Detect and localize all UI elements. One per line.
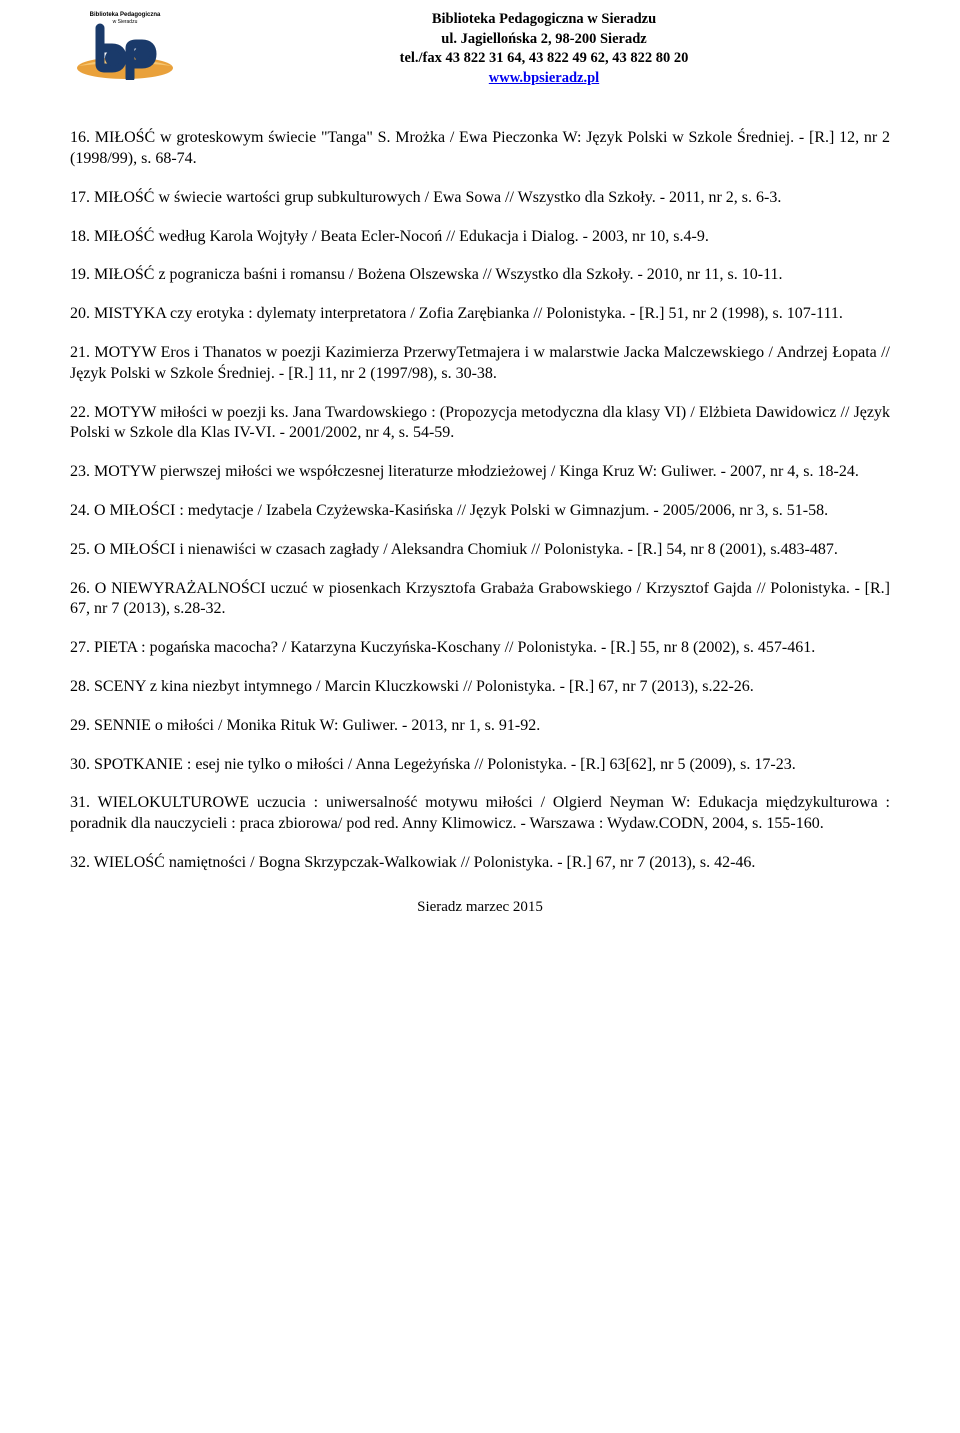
- bibliography-entry: 24. O MIŁOŚCI : medytacje / Izabela Czyż…: [70, 501, 890, 522]
- bibliography-entry: 28. SCENY z kina niezbyt intymnego / Mar…: [70, 677, 890, 698]
- svg-text:w Sieradzu: w Sieradzu: [113, 19, 138, 25]
- bibliography-entry: 22. MOTYW miłości w poezji ks. Jana Twar…: [70, 403, 890, 445]
- header-website-link[interactable]: www.bpsieradz.pl: [489, 70, 599, 86]
- bibliography-entry: 23. MOTYW pierwszej miłości we współczes…: [70, 462, 890, 483]
- bibliography-entry: 20. MISTYKA czy erotyka : dylematy inter…: [70, 304, 890, 325]
- bibliography-entry: 19. MIŁOŚĆ z pogranicza baśni i romansu …: [70, 265, 890, 286]
- header-phone: tel./fax 43 822 31 64, 43 822 49 62, 43 …: [198, 49, 890, 69]
- bibliography-entry: 27. PIETA : pogańska macocha? / Katarzyn…: [70, 638, 890, 659]
- document-footer: Sieradz marzec 2015: [70, 898, 890, 918]
- header-title: Biblioteka Pedagogiczna w Sieradzu: [198, 10, 890, 30]
- bibliography-entry: 32. WIELOŚĆ namiętności / Bogna Skrzypcz…: [70, 853, 890, 874]
- header-address: ul. Jagiellońska 2, 98-200 Sieradz: [198, 30, 890, 50]
- bibliography-entry: 16. MIŁOŚĆ w groteskowym świecie "Tanga"…: [70, 128, 890, 170]
- bibliography-entry: 29. SENNIE o miłości / Monika Rituk W: G…: [70, 716, 890, 737]
- svg-text:Biblioteka Pedagogiczna: Biblioteka Pedagogiczna: [90, 12, 161, 18]
- bibliography-entry: 25. O MIŁOŚCI i nienawiści w czasach zag…: [70, 540, 890, 561]
- bibliography-list: 16. MIŁOŚĆ w groteskowym świecie "Tanga"…: [70, 128, 890, 874]
- bibliography-entry: 31. WIELOKULTUROWE uczucia : uniwersalno…: [70, 793, 890, 835]
- bibliography-entry: 21. MOTYW Eros i Thanatos w poezji Kazim…: [70, 343, 890, 385]
- bibliography-entry: 17. MIŁOŚĆ w świecie wartości grup subku…: [70, 188, 890, 209]
- library-logo: Biblioteka Pedagogiczna w Sieradzu: [70, 8, 180, 87]
- bibliography-entry: 26. O NIEWYRAŻALNOŚCI uczuć w piosenkach…: [70, 579, 890, 621]
- bibliography-entry: 30. SPOTKANIE : esej nie tylko o miłości…: [70, 755, 890, 776]
- document-header: Biblioteka Pedagogiczna w Sieradzu Bibli…: [70, 8, 890, 88]
- bibliography-entry: 18. MIŁOŚĆ według Karola Wojtyły / Beata…: [70, 227, 890, 248]
- header-address-block: Biblioteka Pedagogiczna w Sieradzu ul. J…: [198, 8, 890, 88]
